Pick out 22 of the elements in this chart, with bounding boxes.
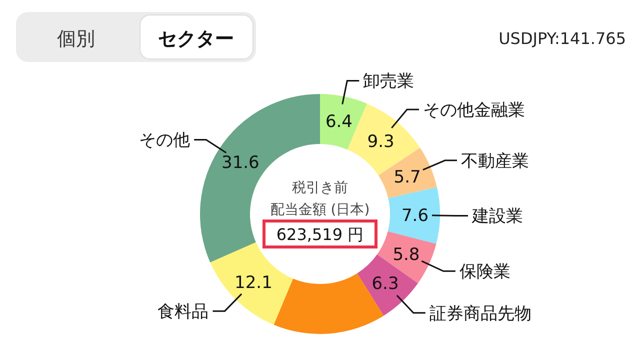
data-label: 7.6 (401, 206, 429, 226)
text: セクター (158, 28, 234, 50)
data-label: 6.4 (325, 112, 352, 132)
text: USDJPY:141.765 (498, 29, 626, 48)
data-label: 5.7 (394, 168, 421, 188)
slice-label: 証券商品先物 (429, 304, 532, 324)
data-label: 6.3 (372, 274, 399, 294)
slice-label: その他 (139, 130, 190, 151)
slice-label: その他金融業 (423, 100, 526, 120)
slice-label: 不動産業 (460, 151, 529, 172)
data-label: 12.1 (234, 272, 272, 293)
text: 623,519 円 (276, 225, 364, 244)
data-label: 31.6 (222, 153, 260, 174)
text: 税引き前 (292, 180, 348, 196)
data-label: 5.8 (392, 244, 420, 265)
text: 個別 (57, 28, 95, 50)
slice-label: 保険業 (459, 262, 510, 282)
text: 配当金額 (日本) (270, 202, 370, 218)
slice-label: 卸売業 (363, 72, 414, 92)
slice-label: 食料品 (158, 302, 209, 322)
slice-label: 建設業 (470, 206, 523, 227)
data-label: 9.3 (367, 132, 394, 152)
